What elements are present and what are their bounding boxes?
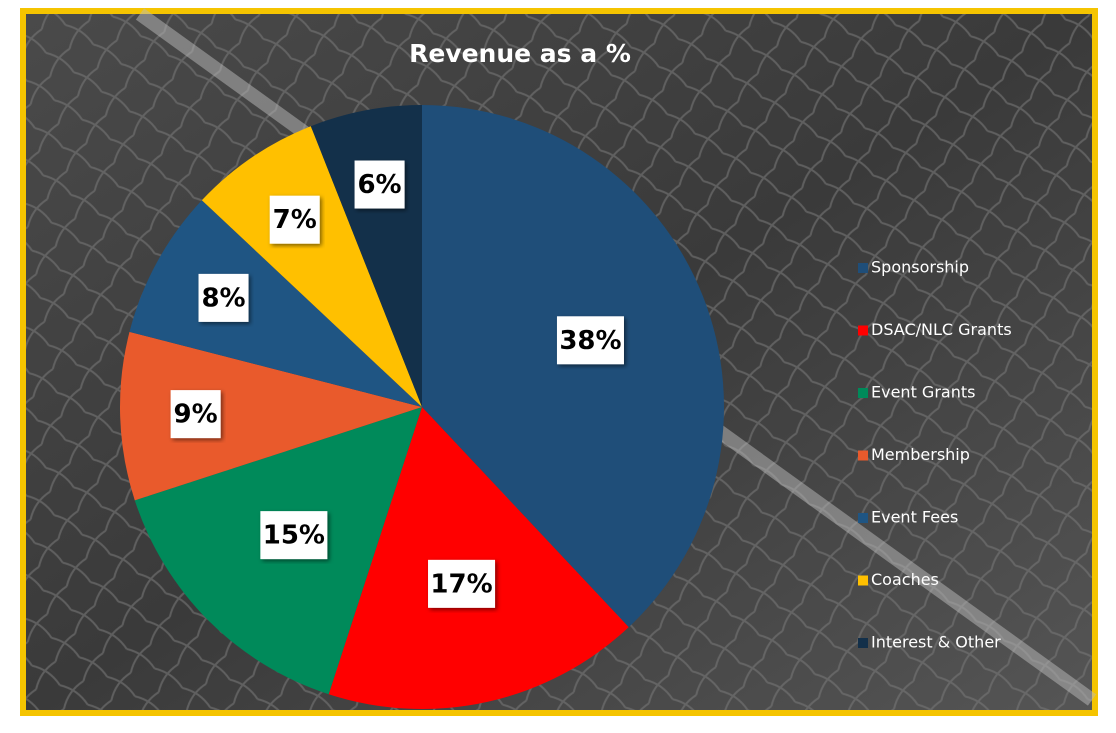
data-label: 15%: [260, 511, 328, 560]
legend-label: Coaches: [871, 570, 939, 589]
legend-swatch: [858, 513, 868, 523]
data-label-text: 17%: [430, 569, 492, 599]
data-label-box: [428, 559, 496, 608]
pie-slice: [328, 407, 629, 709]
data-label-text: 8%: [201, 283, 245, 313]
legend-swatch: [858, 575, 868, 586]
legend-label: Event Grants: [871, 383, 975, 402]
pie-slice: [120, 331, 422, 501]
pie-slice: [422, 105, 724, 628]
data-label-text: 7%: [273, 205, 317, 235]
legend-swatch: [858, 450, 868, 461]
legend-swatch: [858, 388, 868, 398]
data-label-box: [354, 160, 405, 209]
data-label-text: 9%: [174, 400, 218, 430]
legend-label: Interest & Other: [871, 633, 1001, 652]
legend-swatch: [858, 638, 868, 648]
pie-slice: [129, 200, 422, 407]
data-label: 9%: [170, 390, 221, 439]
legend-label: Membership: [871, 445, 970, 464]
legend-label: Sponsorship: [871, 258, 969, 277]
data-label-box: [260, 511, 328, 560]
data-label-text: 6%: [357, 170, 401, 200]
legend-swatch: [858, 263, 868, 273]
data-label-box: [269, 195, 320, 244]
data-label: 6%: [354, 160, 405, 209]
data-label: 7%: [269, 195, 320, 244]
chart-title: Revenue as a %: [409, 39, 631, 68]
data-label: 8%: [198, 273, 249, 322]
data-label-box: [170, 390, 221, 439]
data-label-box: [198, 273, 249, 322]
legend-label: DSAC/NLC Grants: [871, 320, 1012, 339]
data-label-box: [556, 316, 624, 365]
data-label: 17%: [428, 559, 496, 608]
pie-slice: [201, 126, 422, 407]
legend-swatch: [858, 325, 868, 336]
legend-label: Event Fees: [871, 508, 958, 527]
data-label-text: 15%: [263, 521, 325, 551]
data-label-text: 38%: [559, 326, 621, 356]
data-label: 38%: [556, 316, 624, 365]
